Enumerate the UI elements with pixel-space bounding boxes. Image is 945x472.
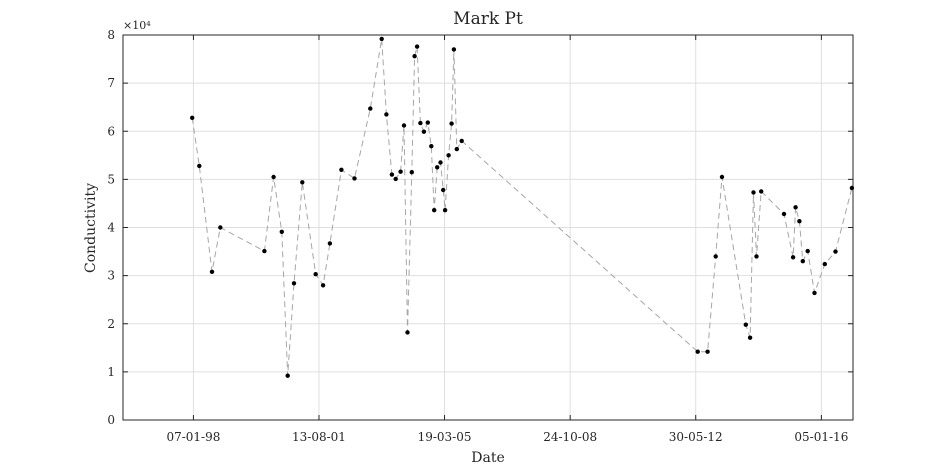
data-point <box>449 121 454 126</box>
data-point <box>327 241 333 246</box>
y-tick-label: 2 <box>107 317 115 331</box>
x-axis-title: Date <box>471 450 504 466</box>
y-tick-label: 3 <box>107 269 115 283</box>
data-point <box>719 174 725 180</box>
data-point <box>291 281 297 286</box>
y-tick-label: 0 <box>107 413 115 427</box>
data-point <box>218 225 223 230</box>
y-tick-label: 5 <box>107 172 115 186</box>
data-point <box>695 349 700 354</box>
data-point <box>451 47 457 52</box>
y-axis-multiplier: ×10⁴ <box>123 19 151 32</box>
data-point <box>271 174 276 180</box>
data-point <box>339 167 344 172</box>
y-axis-title: Conductivity <box>83 183 99 273</box>
data-point <box>833 249 838 254</box>
series-group <box>190 36 855 378</box>
data-point <box>368 106 373 111</box>
data-point <box>279 229 284 234</box>
data-point <box>805 248 810 254</box>
data-point <box>800 259 805 264</box>
data-point <box>432 208 437 213</box>
data-point <box>438 160 443 165</box>
data-point <box>405 330 410 335</box>
data-point <box>300 180 305 185</box>
data-point <box>398 169 403 174</box>
data-point <box>409 170 414 175</box>
chart-title: Mark Pt <box>453 9 523 29</box>
data-point <box>781 211 787 217</box>
data-point <box>790 255 796 260</box>
series-line <box>191 38 853 376</box>
data-point <box>713 254 718 259</box>
data-point <box>352 176 357 181</box>
data-point <box>389 172 395 177</box>
data-point <box>285 373 290 378</box>
data-point <box>743 322 748 327</box>
data-point <box>418 120 423 126</box>
data-point <box>705 349 710 354</box>
data-point <box>262 248 267 254</box>
data-point <box>421 129 427 134</box>
data-point <box>812 290 817 296</box>
x-tick-label: 19-03-05 <box>418 430 472 444</box>
data-point <box>209 269 215 274</box>
y-tick-label: 8 <box>107 28 115 42</box>
data-point <box>393 176 398 182</box>
y-tick-label: 1 <box>107 365 115 379</box>
x-tick-label: 07-01-98 <box>166 430 220 444</box>
data-point <box>793 205 798 210</box>
data-point <box>459 138 464 144</box>
x-tick-label: 24-10-08 <box>543 430 597 444</box>
data-point <box>849 185 855 191</box>
data-point <box>435 165 440 170</box>
data-point <box>747 335 753 340</box>
y-tick-label: 4 <box>107 221 115 235</box>
data-point <box>441 187 446 193</box>
data-point <box>446 153 451 158</box>
y-tick-label: 7 <box>107 76 115 90</box>
data-point <box>759 189 764 194</box>
data-point <box>425 120 430 125</box>
x-tick-label: 05-01-16 <box>794 430 848 444</box>
data-point <box>197 163 202 169</box>
data-point <box>454 146 459 152</box>
grid <box>123 35 853 420</box>
data-point <box>442 208 448 213</box>
x-tick-label: 30-05-12 <box>669 430 723 444</box>
data-point <box>414 44 420 49</box>
axis-ticks: 0 1 2 3 4 5 6 7 8 07-01-98 13-08-01 19-03-05 24-10-0… <box>107 28 853 444</box>
x-tick-label: 13-08-01 <box>292 430 346 444</box>
data-point <box>412 54 417 59</box>
data-point <box>190 115 195 121</box>
y-tick-label: 6 <box>107 124 115 138</box>
data-point <box>401 123 407 128</box>
data-point <box>429 144 434 149</box>
data-point <box>751 190 756 195</box>
data-point <box>313 272 318 277</box>
data-point <box>797 219 802 224</box>
data-point <box>822 261 827 267</box>
data-point <box>320 283 326 288</box>
data-point <box>379 36 384 42</box>
data-point <box>384 112 389 117</box>
data-point <box>754 254 759 259</box>
